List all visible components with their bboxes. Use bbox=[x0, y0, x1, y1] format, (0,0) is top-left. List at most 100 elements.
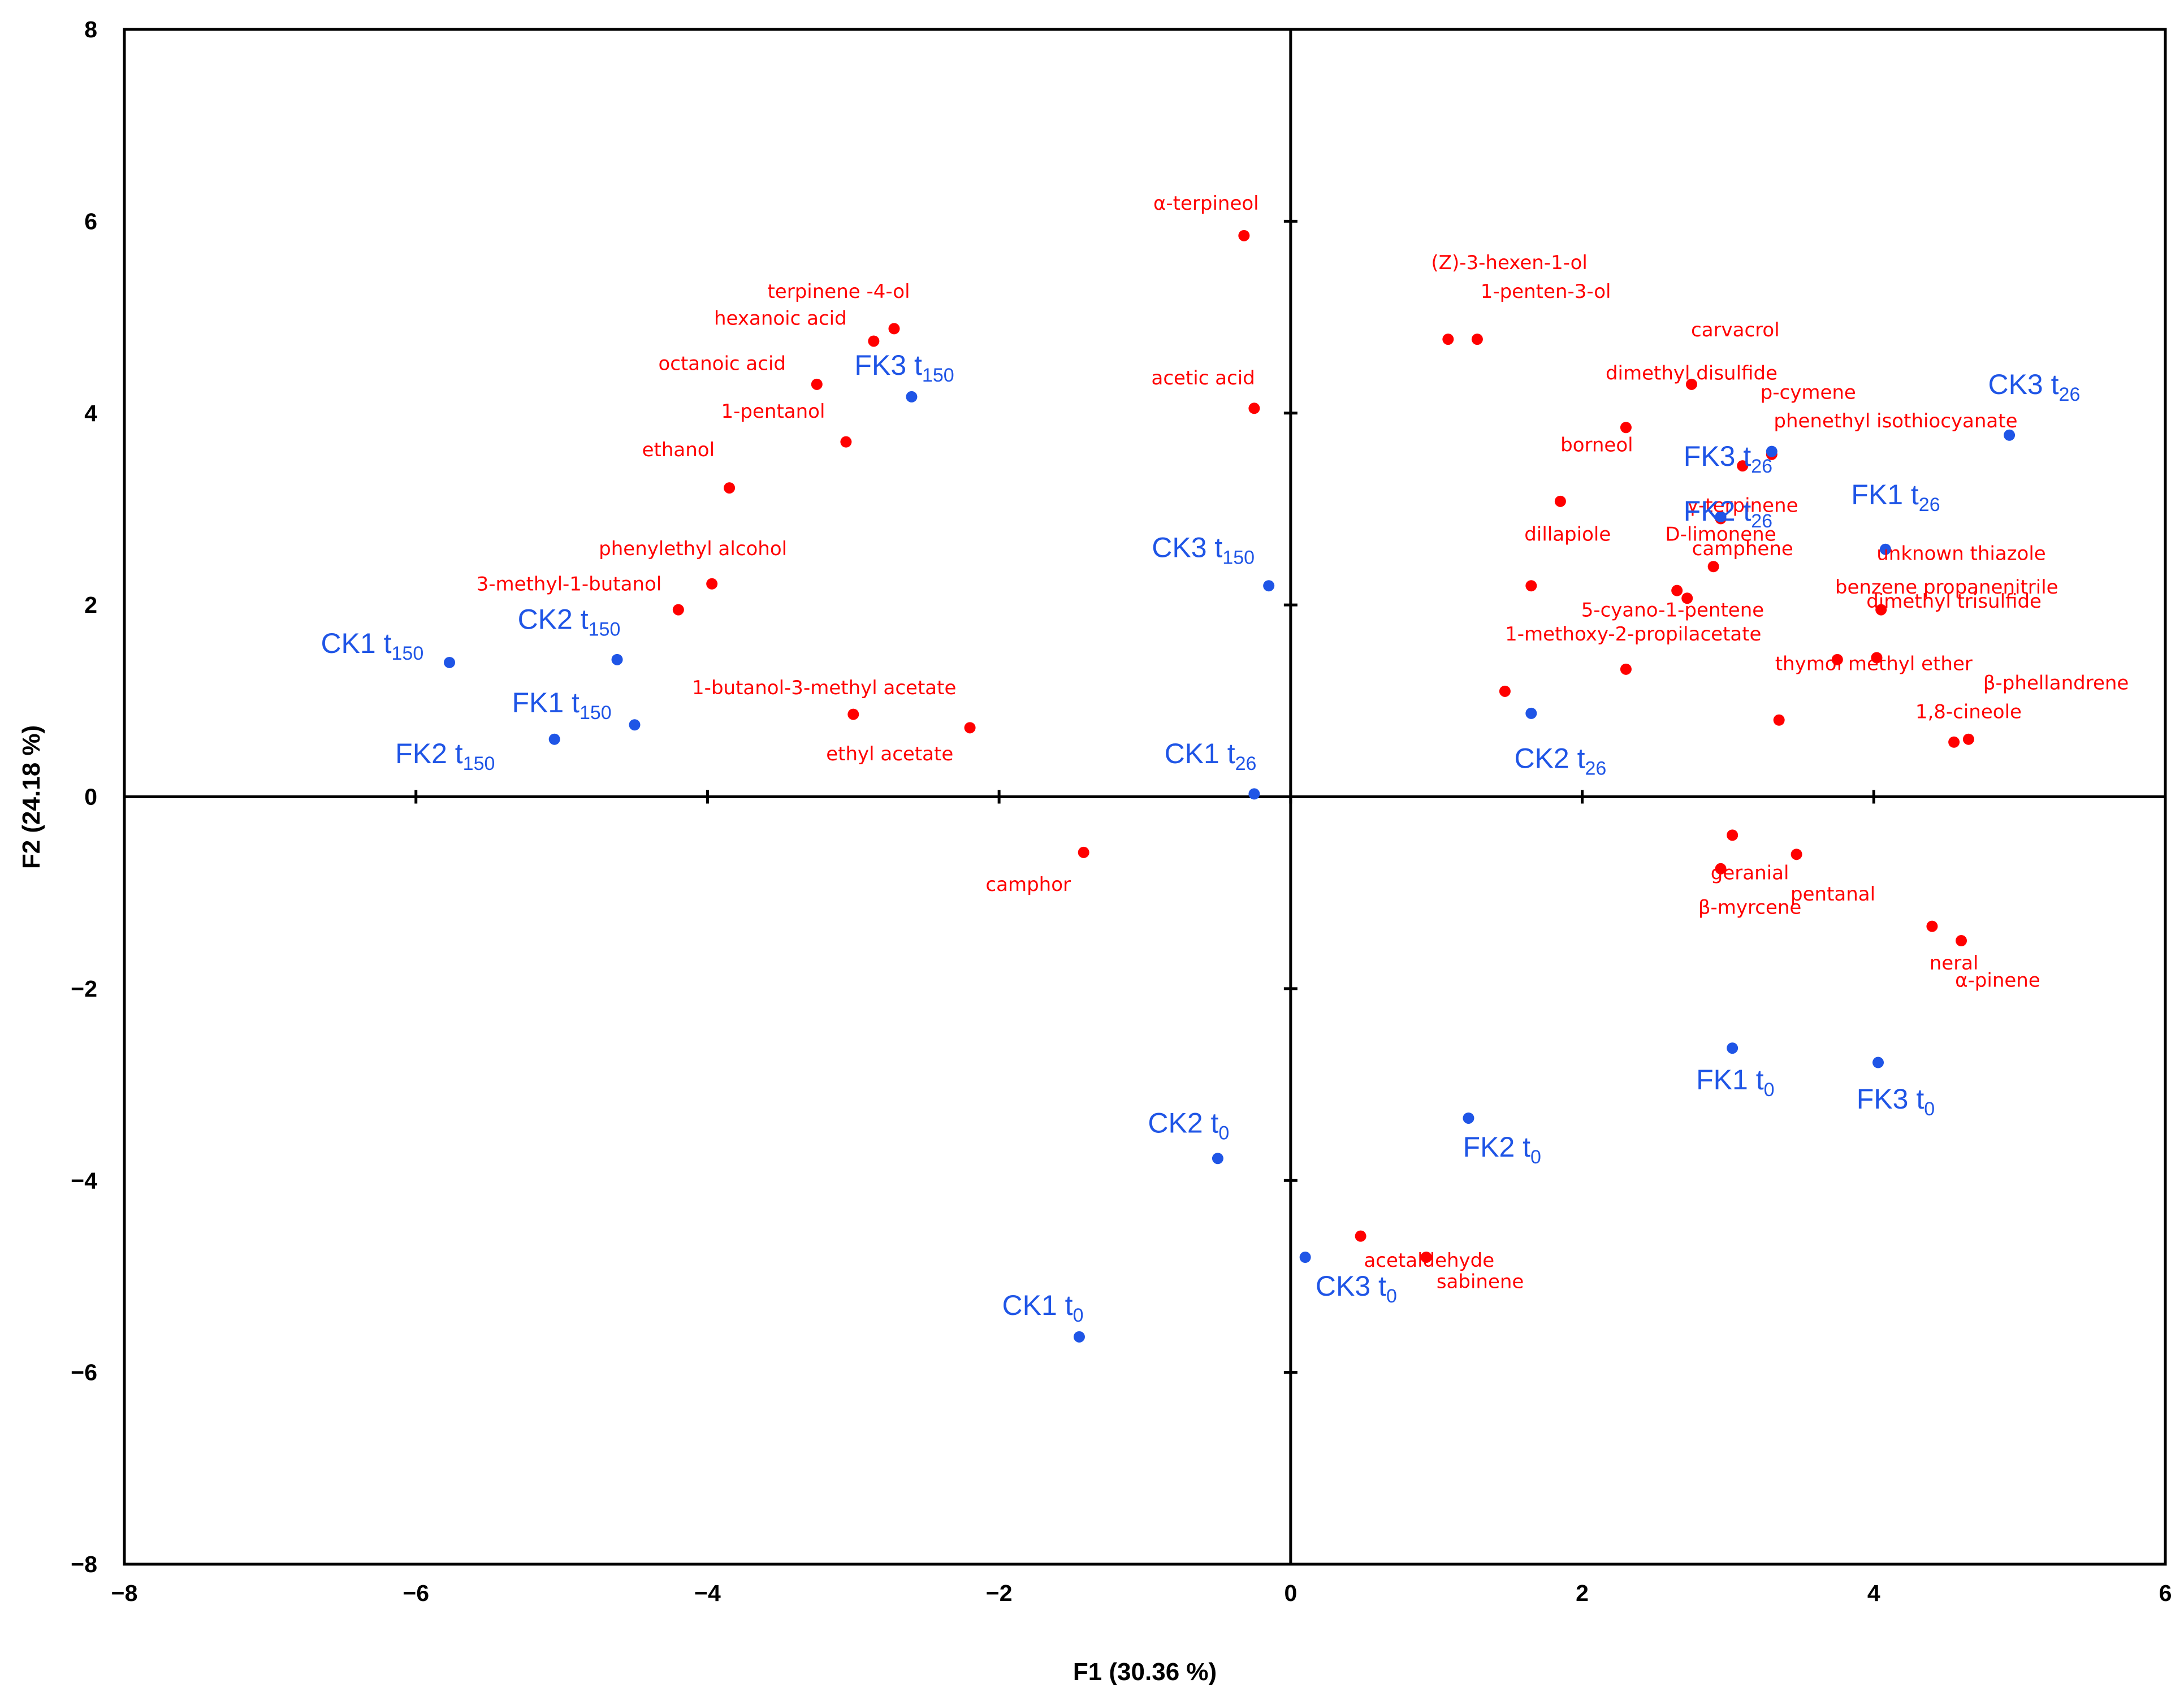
x-tick-label: 0 bbox=[1284, 1580, 1297, 1606]
observation-label: CK3 t150 bbox=[1152, 531, 1255, 568]
variable-point bbox=[811, 378, 823, 390]
variable-point bbox=[1962, 733, 1974, 745]
variable-point bbox=[1715, 863, 1727, 875]
variable-point bbox=[1727, 829, 1738, 841]
variable-point bbox=[1791, 849, 1802, 860]
variable-point bbox=[1948, 736, 1960, 748]
variable-point bbox=[868, 335, 880, 347]
variable-point bbox=[672, 604, 684, 616]
variable-point bbox=[1871, 652, 1883, 664]
y-tick-label: 4 bbox=[84, 400, 97, 426]
x-tick-label: −8 bbox=[111, 1580, 138, 1606]
y-tick-label: 6 bbox=[84, 208, 97, 234]
y-tick-label: 2 bbox=[84, 592, 97, 618]
variable-label: hexanoic acid bbox=[714, 308, 847, 330]
variable-label: ethyl acetate bbox=[826, 743, 953, 765]
observation-label: CK2 t150 bbox=[518, 604, 621, 640]
variable-point bbox=[1499, 685, 1511, 697]
variable-point bbox=[1078, 846, 1089, 858]
y-tick-label: 8 bbox=[84, 16, 97, 42]
observation-label: FK1 t26 bbox=[1851, 479, 1940, 516]
variable-point bbox=[1773, 714, 1785, 726]
variable-label: thymol methyl ether bbox=[1775, 653, 1973, 676]
observation-label: FK3 t150 bbox=[854, 349, 954, 386]
variable-point bbox=[1620, 663, 1632, 675]
variable-label: 1-butanol-3-methyl acetate bbox=[692, 677, 956, 699]
observation-point bbox=[1263, 580, 1275, 592]
variable-label: pentanal bbox=[1791, 883, 1875, 906]
variable-point bbox=[1685, 378, 1697, 390]
variable-label: phenylethyl alcohol bbox=[599, 538, 787, 560]
variable-point bbox=[1620, 422, 1632, 434]
points-layer bbox=[444, 230, 2016, 1343]
variable-point bbox=[1420, 1252, 1432, 1263]
variable-label: γ-terpinene bbox=[1687, 495, 1798, 517]
observation-label: CK2 t0 bbox=[1148, 1107, 1229, 1144]
observation-point bbox=[1872, 1057, 1884, 1068]
observation-label: FK3 t0 bbox=[1857, 1083, 1935, 1120]
observation-label: CK1 t0 bbox=[1002, 1289, 1084, 1326]
observation-label: FK2 t26 bbox=[1684, 495, 1772, 532]
variable-label: phenethyl isothiocyanate bbox=[1774, 410, 2017, 432]
axes-layer: −8 −6 −4 −2 0 2 4 6 −8 −6 −4 −2 0 2 4 6 8 bbox=[71, 16, 2172, 1606]
variable-point bbox=[1554, 495, 1566, 507]
variable-label: β-myrcene bbox=[1698, 897, 1802, 919]
variable-label: camphene bbox=[1692, 538, 1793, 560]
variable-point bbox=[1737, 460, 1749, 472]
variable-point bbox=[1926, 920, 1938, 932]
observation-point bbox=[1879, 543, 1891, 555]
observation-label: CK3 t0 bbox=[1316, 1270, 1397, 1307]
observation-label: CK2 t26 bbox=[1514, 743, 1606, 780]
variable-label: unknown thiazole bbox=[1876, 542, 2045, 565]
variable-label: dimethyl trisulfide bbox=[1866, 590, 2042, 613]
variable-point bbox=[964, 722, 976, 734]
variable-label: ethanol bbox=[642, 439, 715, 461]
observation-point bbox=[2004, 429, 2016, 441]
x-tick-label: 2 bbox=[1576, 1580, 1589, 1606]
y-tick-label: 0 bbox=[84, 784, 97, 810]
variable-label: borneol bbox=[1560, 434, 1633, 457]
observation-label: CK3 t26 bbox=[1988, 369, 2080, 405]
variable-label: (Z)-3-hexen-1-ol bbox=[1431, 252, 1587, 274]
variable-point bbox=[1471, 334, 1483, 345]
variable-label: 1-pentanol bbox=[721, 400, 825, 423]
variable-point bbox=[1956, 935, 1967, 947]
observation-label: FK3 t26 bbox=[1684, 440, 1772, 477]
variable-point bbox=[1355, 1230, 1366, 1242]
observation-point bbox=[1212, 1153, 1223, 1165]
variable-point bbox=[847, 708, 859, 720]
variable-point bbox=[1681, 592, 1693, 604]
x-tick-label: −4 bbox=[694, 1580, 721, 1606]
variable-point bbox=[1248, 402, 1260, 414]
observation-point bbox=[1248, 788, 1260, 800]
variable-label: D-limonene bbox=[1665, 523, 1776, 546]
observation-point bbox=[629, 719, 641, 731]
observation-point bbox=[1073, 1331, 1085, 1343]
x-axis-title: F1 (30.36 %) bbox=[1073, 1658, 1217, 1686]
variable-label: carvacrol bbox=[1691, 319, 1780, 341]
observation-label: FK1 t150 bbox=[512, 687, 611, 724]
variable-point bbox=[1831, 653, 1843, 665]
variable-point bbox=[706, 578, 718, 590]
observation-point bbox=[1715, 511, 1727, 523]
observation-label: FK2 t150 bbox=[395, 738, 495, 774]
y-tick-label: −2 bbox=[71, 976, 97, 1002]
y-tick-label: −8 bbox=[71, 1551, 97, 1577]
variable-label: 5-cyano-1-pentene bbox=[1581, 599, 1764, 621]
observation-point bbox=[1525, 707, 1537, 719]
variable-point bbox=[724, 482, 736, 494]
observation-label: CK1 t26 bbox=[1165, 738, 1257, 774]
observation-point bbox=[1766, 445, 1778, 457]
variable-label: β-phellandrene bbox=[1983, 672, 2129, 694]
variable-label: sabinene bbox=[1437, 1270, 1524, 1293]
y-tick-label: −4 bbox=[71, 1167, 97, 1193]
variable-label: octanoic acid bbox=[658, 352, 786, 375]
variable-label: dimethyl disulfide bbox=[1606, 362, 1778, 384]
variable-point bbox=[1707, 561, 1719, 573]
y-tick-label: −6 bbox=[71, 1360, 97, 1386]
observation-point bbox=[1463, 1112, 1474, 1124]
variable-label: acetic acid bbox=[1152, 367, 1255, 389]
variable-point bbox=[1442, 334, 1454, 345]
observation-point bbox=[548, 733, 560, 745]
